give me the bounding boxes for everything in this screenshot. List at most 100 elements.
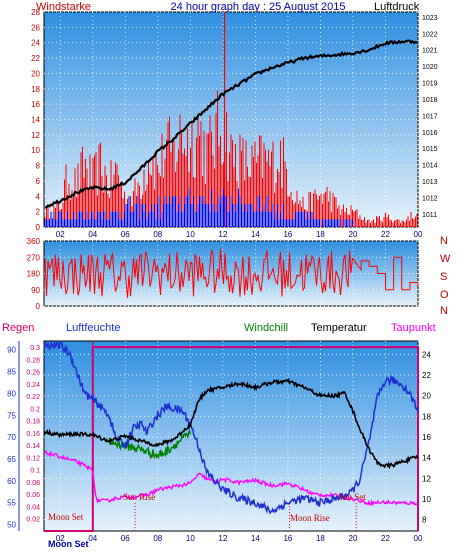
x-tick-label: 12: [218, 230, 227, 239]
rain-tick-label: 0.06: [26, 492, 40, 499]
rain-axis-title: Regen: [2, 322, 34, 334]
compass-label: O: [440, 289, 449, 301]
temperature-tick-label: 12: [422, 474, 431, 483]
left-tick-label: 24: [31, 39, 40, 48]
rain-tick-label: 0.24: [26, 382, 40, 389]
x-tick-label: 02: [56, 230, 65, 239]
left-tick-label: 6: [36, 177, 41, 186]
x-tick-label: 08: [153, 230, 162, 239]
humidity-axis-title: Luftfeuchte: [66, 322, 120, 334]
x-tick-label: 04: [88, 534, 97, 543]
x-tick-label: 18: [316, 534, 325, 543]
humidity-tick-label: 60: [7, 477, 16, 486]
rain-tick-label: 0.2: [30, 406, 40, 413]
bottom-moon-set-label: Moon Set: [48, 539, 89, 549]
right-tick-label: 1021: [422, 48, 438, 55]
humidity-tick-label: 90: [7, 346, 16, 355]
x-tick-label: 02: [56, 534, 65, 543]
left-tick-label: 20: [31, 69, 40, 78]
direction-line: [44, 248, 419, 299]
rain-tick-label: 0.08: [26, 480, 40, 487]
right-tick-label: 1012: [422, 195, 438, 202]
x-tick-label: 10: [186, 230, 195, 239]
direction-tick-label: 270: [27, 253, 41, 262]
rain-tick-label: 0.22: [26, 394, 40, 401]
temperature-tick-label: 8: [422, 516, 427, 525]
left-tick-label: 2: [36, 208, 41, 217]
humidity-tick-label: 80: [7, 389, 16, 398]
humidity-tick-label: 70: [7, 433, 16, 442]
x-tick-label: 06: [121, 534, 130, 543]
rain-tick-label: 0.3: [30, 345, 40, 352]
left-tick-label: 18: [31, 85, 40, 94]
moon-set-label: Moon Set: [48, 512, 84, 522]
right-tick-label: 1016: [422, 130, 438, 137]
pressure-line: [45, 39, 418, 209]
compass-label: S: [440, 271, 447, 283]
x-tick-label: 08: [153, 534, 162, 543]
left-tick-label: 28: [31, 8, 40, 17]
compass-label: N: [440, 235, 448, 247]
sun-rise-label: Sun Rise: [123, 492, 155, 502]
rain-tick-label: 0.18: [26, 419, 40, 426]
direction-series: [44, 248, 419, 299]
temperature-legend: Temperatur: [311, 322, 367, 334]
left-tick-label: 4: [36, 192, 41, 201]
right-tick-label: 1023: [422, 15, 438, 22]
wind-pressure-axes: 0246810121416182022242628101110121013101…: [31, 8, 438, 239]
x-tick-label: 06: [121, 230, 130, 239]
x-tick-label: 16: [283, 534, 292, 543]
left-tick-label: 16: [31, 100, 40, 109]
right-tick-label: 1011: [422, 212, 437, 219]
x-tick-label: 16: [283, 230, 292, 239]
temperature-tick-label: 20: [422, 392, 431, 401]
right-axis-title: Luftdruck: [374, 1, 420, 13]
average-wind-series: [44, 188, 353, 227]
humidity-tick-label: 65: [7, 455, 16, 464]
climate-series: [43, 340, 419, 532]
x-tick-label: 12: [218, 534, 227, 543]
temperature-tick-label: 22: [422, 371, 431, 380]
temperature-tick-label: 10: [422, 495, 431, 504]
left-tick-label: 10: [31, 146, 40, 155]
rain-tick-label: 0.12: [26, 455, 40, 462]
left-tick-label: 22: [31, 54, 40, 63]
direction-tick-label: 180: [27, 270, 41, 279]
right-tick-label: 1019: [422, 81, 438, 88]
temperature-tick-label: 18: [422, 412, 431, 421]
rain-tick-label: 0.26: [26, 370, 40, 377]
right-tick-label: 1020: [422, 64, 438, 71]
x-tick-label: 22: [381, 230, 390, 239]
x-tick-label: 00: [414, 230, 423, 239]
temperature-line: [43, 377, 419, 470]
right-tick-label: 1017: [422, 113, 438, 120]
left-tick-label: 26: [31, 23, 40, 32]
left-tick-label: 0: [36, 223, 41, 232]
x-tick-label: 14: [251, 230, 260, 239]
temperature-tick-label: 14: [422, 454, 431, 463]
humidity-tick-label: 50: [7, 520, 16, 529]
compass-label: W: [440, 253, 451, 265]
right-tick-label: 1015: [422, 146, 438, 153]
x-tick-label: 22: [381, 534, 390, 543]
temperature-tick-label: 16: [422, 433, 431, 442]
climate-axes: 50 55 60 65 70 75 80 85 90 0.02 0.04 0.06 0.08 0.1 0.1…: [7, 341, 431, 543]
right-tick-label: 1018: [422, 97, 438, 104]
left-tick-label: 14: [31, 116, 40, 125]
windchill-legend: Windchill: [244, 322, 288, 334]
x-tick-label: 14: [251, 534, 260, 543]
left-tick-label: 12: [31, 131, 40, 140]
x-tick-label: 20: [349, 534, 358, 543]
x-tick-label: 20: [349, 230, 358, 239]
x-tick-label: 00: [414, 534, 423, 543]
right-tick-label: 1013: [422, 179, 438, 186]
humidity-tick-label: 55: [7, 499, 16, 508]
right-tick-label: 1022: [422, 31, 438, 38]
dewpoint-line: [43, 450, 418, 507]
left-axis-title: Windstarke: [36, 1, 91, 13]
rain-tick-label: 0.16: [26, 431, 40, 438]
humidity-tick-label: 75: [7, 411, 16, 420]
right-tick-label: 1014: [422, 163, 438, 170]
